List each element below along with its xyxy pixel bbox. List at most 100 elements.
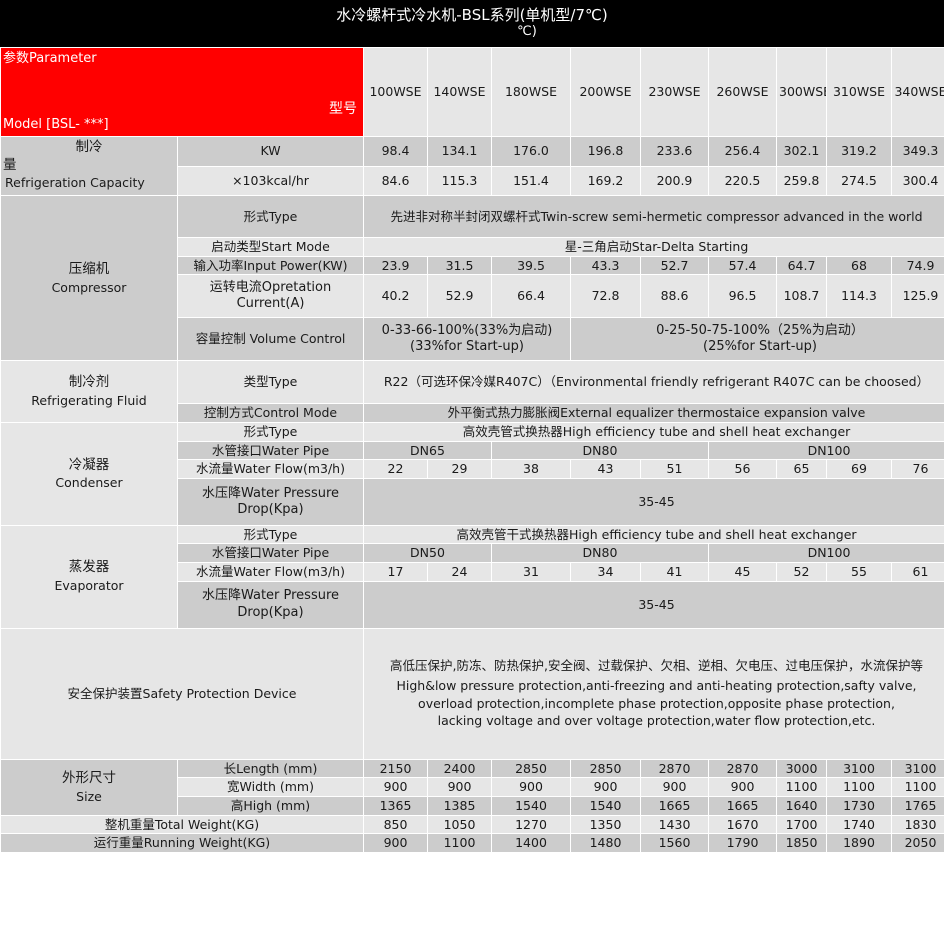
cell-value: 34 (571, 563, 640, 581)
row-label-kw: KW (178, 137, 363, 166)
row-label-refrigerant-type: 类型Type (178, 361, 363, 404)
cell-value: 43 (571, 460, 640, 478)
cell-value: 1385 (428, 796, 491, 815)
volume-control-b-cn: 0-25-50-75-100%（25%为启动） (656, 323, 864, 338)
cell-value: 900 (364, 778, 427, 796)
table-row-condenser-flow: 水流量Water Flow(m3/h) 22 29 38 43 51 56 65… (1, 460, 944, 478)
cell-value: 76 (892, 460, 944, 478)
table-row-evaporator-type: 蒸发器 Evaporator 形式Type 高效壳管干式换热器High effi… (1, 525, 944, 628)
cell-value: 1730 (827, 796, 891, 815)
column-header-260wse: 260WSE (709, 48, 776, 136)
cell-evaporator-drop-value: 35-45 (364, 581, 944, 628)
cell-value: 55 (827, 563, 891, 581)
cell-value: 115.3 (428, 166, 491, 195)
row-label-running-weight: 运行重量Running Weight(KG) (1, 834, 363, 852)
row-label-kcal: ×103kcal/hr (178, 166, 363, 195)
volume-control-a-cn: 0-33-66-100%(33%为启动) (381, 323, 553, 338)
cell-value: 3100 (892, 759, 944, 778)
cell-condenser-type-value: 高效壳管式换热器High efficiency tube and shell h… (364, 422, 944, 441)
safety-line-en-3: lacking voltage and over voltage protect… (437, 713, 876, 729)
cell-value: 176.0 (492, 137, 570, 166)
cell-value: 1560 (641, 834, 708, 852)
cell-value: 2850 (492, 759, 570, 778)
cell-value: 51 (641, 460, 708, 478)
section-label-condenser: 冷凝器 Condenser (1, 422, 177, 525)
table-row-refrigerant-control: 控制方式Control Mode 外平衡式热力膨胀阀External equal… (1, 404, 944, 422)
cell-value: 900 (492, 778, 570, 796)
cell-value: 3000 (777, 759, 826, 778)
cell-value: 125.9 (892, 275, 944, 318)
cell-value: 1890 (827, 834, 891, 852)
table-row-safety: 安全保护装置Safety Protection Device 高低压保护,防冻、… (1, 628, 944, 759)
table-row-evaporator-pipe: 水管接口Water Pipe DN50 DN80 DN100 (1, 544, 944, 562)
cell-value: 64.7 (777, 256, 826, 275)
cell-value: 1640 (777, 796, 826, 815)
table-row-refrigeration-kcal: ×103kcal/hr 84.6 115.3 151.4 169.2 200.9… (1, 166, 944, 195)
cell-value: 233.6 (641, 137, 708, 166)
column-header-300wse: 300WSE (777, 48, 826, 136)
cell-value: 134.1 (428, 137, 491, 166)
cell-value: 319.2 (827, 137, 891, 166)
cell-value: 200.9 (641, 166, 708, 195)
cell-volume-control-a: 0-33-66-100%(33%为启动) (33%for Start-up) (364, 318, 570, 361)
table-row-size-high: 高High (mm) 1365 1385 1540 1540 1665 1665… (1, 796, 944, 815)
section-label-refrigeration-capacity: 制冷 量 Refrigeration Capacity (1, 137, 177, 195)
refrigeration-label-cn2: 量 (3, 157, 17, 173)
section-label-evaporator: 蒸发器 Evaporator (1, 525, 177, 628)
cell-value: 1270 (492, 815, 570, 834)
cell-value: 1540 (492, 796, 570, 815)
model-code-label: Model [BSL- ***] (3, 116, 109, 132)
operation-current-label-cn: 运转电流Opretation (209, 280, 332, 295)
section-label-size: 外形尺寸 Size (1, 759, 177, 815)
cell-value: 2400 (428, 759, 491, 778)
cell-value: 2870 (709, 759, 776, 778)
row-label-control-mode: 控制方式Control Mode (178, 404, 363, 422)
cell-refrigerant-type-value: R22（可选环保冷媒R407C）（Environmental friendly … (364, 361, 944, 404)
cell-value: 2850 (571, 759, 640, 778)
safety-line-en-1: High&low pressure protection,anti-freezi… (396, 678, 917, 693)
cell-control-mode-value: 外平衡式热力膨胀阀External equalizer thermostaice… (364, 404, 944, 422)
row-label-condenser-type: 形式Type (178, 422, 363, 441)
cell-value: 151.4 (492, 166, 570, 195)
cell-value: 43.3 (571, 256, 640, 275)
table-row-condenser-drop: 水压降Water Pressure Drop(Kpa) 35-45 (1, 478, 944, 525)
cell-value: 1100 (827, 778, 891, 796)
row-label-start-mode: 启动类型Start Mode (178, 238, 363, 256)
cell-value: 2050 (892, 834, 944, 852)
cell-condenser-pipe-dn65: DN65 (364, 441, 491, 460)
cell-value: 29 (428, 460, 491, 478)
cell-condenser-pipe-dn100: DN100 (709, 441, 944, 460)
cell-value: 302.1 (777, 137, 826, 166)
cell-value: 61 (892, 563, 944, 581)
cell-value: 114.3 (827, 275, 891, 318)
table-row-refrigerant-type: 制冷剂 Refrigerating Fluid 类型Type R22（可选环保冷… (1, 361, 944, 422)
table-row-total-weight: 整机重量Total Weight(KG) 850 1050 1270 1350 … (1, 815, 944, 834)
cell-value: 38 (492, 460, 570, 478)
safety-line-cn: 高低压保护,防冻、防热保护,安全阀、过载保护、欠相、逆相、欠电压、过电压保护，水… (390, 658, 923, 674)
cell-value: 1400 (492, 834, 570, 852)
cell-value: 98.4 (364, 137, 427, 166)
specification-table: 参数Parameter Model [BSL- ***] 型号 100WSE 1… (0, 47, 944, 853)
cell-value: 41 (641, 563, 708, 581)
column-header-310wse: 310WSE (827, 48, 891, 136)
safety-line-en-2: overload protection,incomplete phase pro… (418, 695, 895, 711)
compressor-label-cn: 压缩机 (68, 260, 110, 277)
evaporator-label-cn: 蒸发器 (68, 559, 110, 576)
section-label-refrigerating-fluid: 制冷剂 Refrigerating Fluid (1, 361, 177, 422)
cell-value: 256.4 (709, 137, 776, 166)
row-label-operation-current: 运转电流Opretation Current(A) (178, 275, 363, 318)
column-header-200wse: 200WSE (571, 48, 640, 136)
cell-value: 108.7 (777, 275, 826, 318)
table-row-evaporator-flow: 水流量Water Flow(m3/h) 17 24 31 34 41 45 52… (1, 563, 944, 581)
size-label-cn: 外形尺寸 (62, 769, 116, 786)
condenser-label-cn: 冷凝器 (68, 456, 110, 473)
cell-value: 52.7 (641, 256, 708, 275)
column-header-100wse: 100WSE (364, 48, 427, 136)
cell-evaporator-pipe-dn80: DN80 (492, 544, 708, 562)
cell-start-mode-value: 星-三角启动Star-Delta Starting (364, 238, 944, 256)
row-label-evaporator-water-pipe: 水管接口Water Pipe (178, 544, 363, 562)
row-label-width: 宽Width (mm) (178, 778, 363, 796)
cell-value: 1665 (709, 796, 776, 815)
size-label-en: Size (76, 788, 102, 804)
cell-value: 1665 (641, 796, 708, 815)
